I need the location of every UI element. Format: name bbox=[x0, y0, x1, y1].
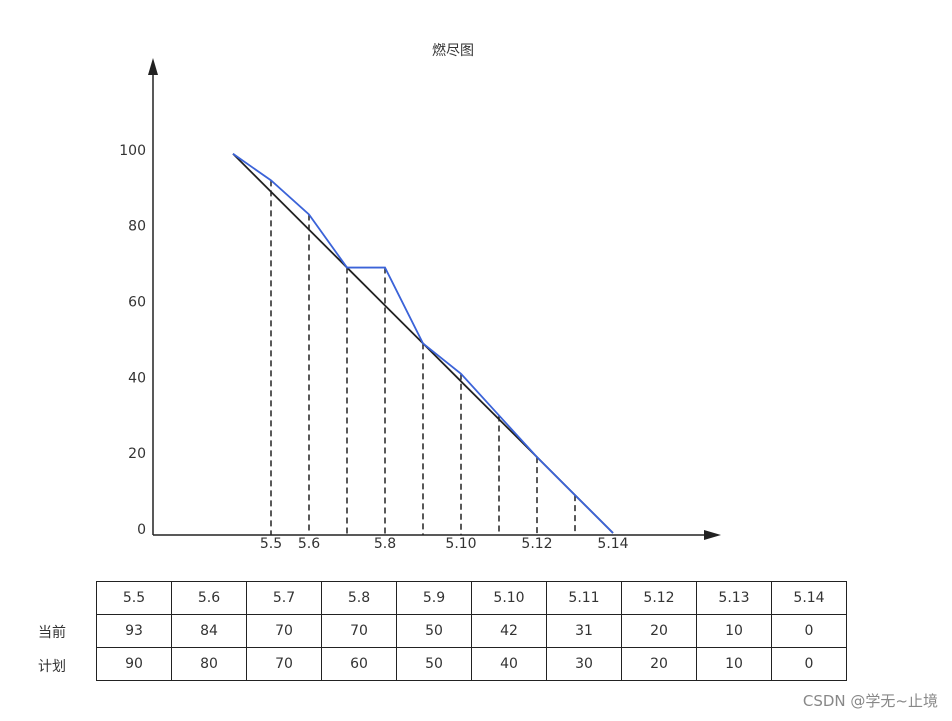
watermark: CSDN @学无~止境 bbox=[802, 692, 938, 710]
table-cell: 5.12 bbox=[621, 581, 697, 615]
table-cell: 20 bbox=[621, 647, 697, 681]
table-cell: 10 bbox=[696, 647, 772, 681]
table-cell: 70 bbox=[246, 614, 322, 648]
table-cell: 30 bbox=[546, 647, 622, 681]
table-cell: 20 bbox=[621, 614, 697, 648]
y-tick-label: 40 bbox=[128, 370, 146, 386]
x-tick-label: 5.8 bbox=[374, 536, 396, 552]
table-cell: 5.9 bbox=[396, 581, 472, 615]
data-table: 5.5 5.6 5.7 5.8 5.9 5.10 5.11 5.12 5.13 5.14 93 84… bbox=[96, 581, 847, 681]
table-cell: 5.7 bbox=[246, 581, 322, 615]
y-tick-label: 60 bbox=[128, 294, 146, 310]
table-row: 90 80 70 60 50 40 30 20 10 0 bbox=[96, 647, 847, 681]
table-cell: 5.13 bbox=[696, 581, 772, 615]
y-tick-label: 0 bbox=[137, 522, 146, 538]
table-cell: 60 bbox=[321, 647, 397, 681]
table-cell: 5.5 bbox=[96, 581, 172, 615]
table-cell: 50 bbox=[396, 614, 472, 648]
x-tick-label: 5.12 bbox=[521, 536, 552, 552]
table-cell: 31 bbox=[546, 614, 622, 648]
x-tick-label: 5.6 bbox=[298, 536, 320, 552]
table-row: 93 84 70 70 50 42 31 20 10 0 bbox=[96, 614, 847, 648]
x-tick-label: 5.10 bbox=[445, 536, 476, 552]
table-cell: 70 bbox=[246, 647, 322, 681]
table-cell: 93 bbox=[96, 614, 172, 648]
x-axis-arrow bbox=[704, 530, 721, 540]
y-tick-label: 80 bbox=[128, 219, 146, 235]
chart-title: 燃尽图 bbox=[432, 42, 474, 59]
y-tick-label: 100 bbox=[119, 143, 146, 159]
chart: 燃尽图 0 20 40 60 80 100 5.5 5.6 5.8 5.10 5.12 5.14 bbox=[119, 42, 721, 552]
y-axis-arrow bbox=[148, 58, 158, 75]
table-cell: 80 bbox=[171, 647, 247, 681]
y-tick-label: 20 bbox=[128, 446, 146, 462]
x-tick-label: 5.14 bbox=[597, 536, 628, 552]
table-cell: 40 bbox=[471, 647, 547, 681]
table-cell: 0 bbox=[771, 614, 847, 648]
table-cell: 50 bbox=[396, 647, 472, 681]
table-cell: 5.10 bbox=[471, 581, 547, 615]
table-cell: 70 bbox=[321, 614, 397, 648]
table-cell: 84 bbox=[171, 614, 247, 648]
row-label: 当前 bbox=[38, 625, 66, 641]
series-line bbox=[232, 153, 614, 534]
table-cell: 5.11 bbox=[546, 581, 622, 615]
header-row: 5.5 5.6 5.7 5.8 5.9 5.10 5.11 5.12 5.13 5.14 bbox=[96, 581, 847, 615]
table-cell: 10 bbox=[696, 614, 772, 648]
table-cell: 90 bbox=[96, 647, 172, 681]
row-label: 计划 bbox=[38, 659, 66, 675]
table-cell: 0 bbox=[771, 647, 847, 681]
table-cell: 5.6 bbox=[171, 581, 247, 615]
table-cell: 42 bbox=[471, 614, 547, 648]
x-tick-label: 5.5 bbox=[260, 536, 282, 552]
table-cell: 5.14 bbox=[771, 581, 847, 615]
table-cell: 5.8 bbox=[321, 581, 397, 615]
